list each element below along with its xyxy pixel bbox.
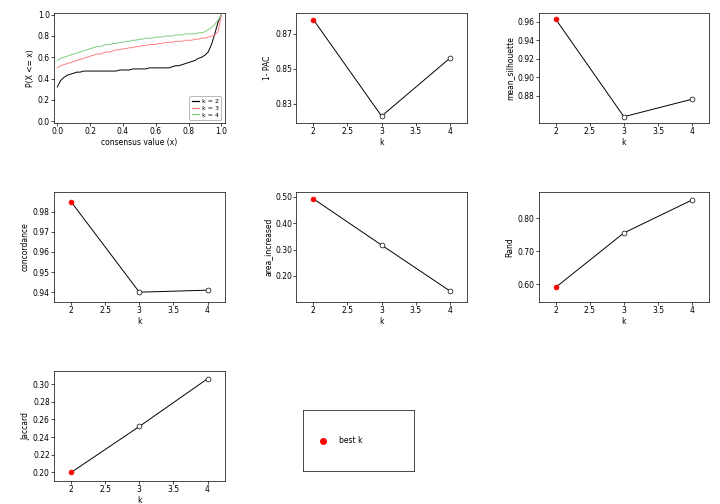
Y-axis label: Jaccard: Jaccard [21,412,30,440]
X-axis label: k: k [621,138,626,147]
Y-axis label: 1- PAC: 1- PAC [264,55,272,80]
Y-axis label: area_increased: area_increased [264,218,272,276]
Y-axis label: Rand: Rand [505,237,515,257]
X-axis label: k: k [137,317,142,326]
X-axis label: consensus value (x): consensus value (x) [102,138,177,147]
Y-axis label: mean_silhouette: mean_silhouette [505,36,515,100]
Y-axis label: concordance: concordance [21,223,30,271]
X-axis label: k: k [137,496,142,504]
X-axis label: k: k [379,317,384,326]
Text: best k: best k [339,436,362,446]
Legend: k = 2, k = 3, k = 4: k = 2, k = 3, k = 4 [189,96,222,120]
X-axis label: k: k [621,317,626,326]
X-axis label: k: k [379,138,384,147]
Y-axis label: P(X <= x): P(X <= x) [26,49,35,87]
